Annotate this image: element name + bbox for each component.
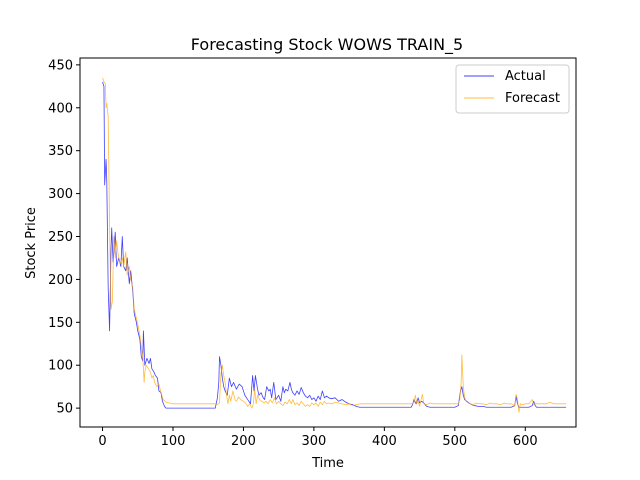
x-axis-ticks: 0 100 200 300 400 500 600 <box>98 427 538 449</box>
x-tick-label: 100 <box>161 434 186 449</box>
series-line-forecast <box>102 77 567 413</box>
x-tick-label: 600 <box>513 434 538 449</box>
plot-frame <box>79 57 577 428</box>
series-line-actual <box>102 81 567 409</box>
y-tick-label: 50 <box>56 402 73 417</box>
legend: Actual Forecast <box>455 64 570 114</box>
y-axis-ticks: 50 100 150 200 250 300 350 400 450 <box>48 58 80 417</box>
legend-actual-label: Actual <box>505 69 546 84</box>
y-tick-label: 150 <box>48 316 73 331</box>
legend-forecast-label: Forecast <box>505 91 560 106</box>
y-tick-label: 450 <box>48 58 73 73</box>
y-tick-label: 200 <box>48 273 73 288</box>
y-tick-label: 400 <box>48 101 73 116</box>
y-tick-label: 350 <box>48 144 73 159</box>
x-axis-label: Time <box>311 456 344 471</box>
x-tick-label: 0 <box>98 434 106 449</box>
y-tick-label: 300 <box>48 187 73 202</box>
x-tick-label: 500 <box>442 434 467 449</box>
chart-title: Forecasting Stock WOWS TRAIN_5 <box>191 35 463 55</box>
y-tick-label: 250 <box>48 230 73 245</box>
x-tick-label: 300 <box>301 434 326 449</box>
y-axis-label: Stock Price <box>24 207 39 279</box>
x-tick-label: 200 <box>231 434 256 449</box>
legend-box <box>455 64 570 114</box>
x-tick-label: 400 <box>372 434 397 449</box>
y-tick-label: 100 <box>48 359 73 374</box>
series-layer <box>102 77 567 413</box>
